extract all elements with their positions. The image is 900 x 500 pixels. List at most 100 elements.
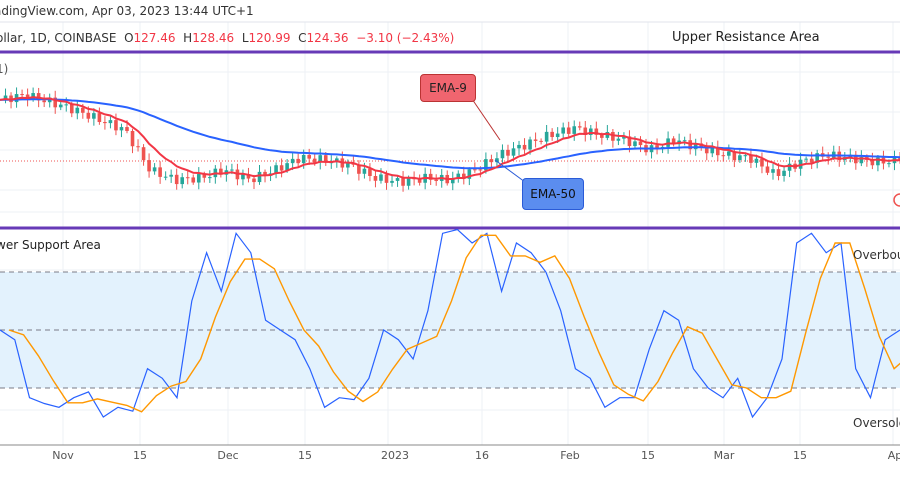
overbought-label: Overbou bbox=[853, 248, 900, 262]
high-value: 128.46 bbox=[192, 31, 235, 45]
candle bbox=[390, 180, 394, 183]
candle bbox=[561, 127, 565, 134]
candle bbox=[434, 179, 438, 181]
candle bbox=[346, 162, 350, 168]
candle bbox=[600, 134, 604, 138]
candle bbox=[119, 127, 124, 131]
candle bbox=[196, 174, 201, 183]
candle bbox=[373, 175, 378, 181]
candle bbox=[97, 113, 102, 123]
ohlc-legend: ollar, 1D, COINBASE O127.46 H128.46 L120… bbox=[0, 31, 454, 45]
candle bbox=[208, 177, 212, 179]
low-label: L bbox=[241, 31, 249, 45]
candle bbox=[738, 155, 742, 161]
candle bbox=[307, 154, 312, 159]
low-value: 120.99 bbox=[248, 31, 291, 45]
candle bbox=[594, 128, 599, 135]
candle bbox=[721, 155, 726, 157]
d-line bbox=[8, 234, 900, 413]
candle bbox=[754, 158, 759, 163]
candle bbox=[809, 158, 814, 163]
candle bbox=[290, 158, 295, 164]
candle bbox=[69, 104, 74, 114]
candle bbox=[279, 165, 284, 171]
open-value: 127.46 bbox=[133, 31, 176, 45]
candle bbox=[605, 132, 610, 138]
candle bbox=[771, 169, 775, 173]
candle bbox=[114, 120, 118, 131]
candle bbox=[616, 138, 621, 141]
candle bbox=[638, 141, 643, 146]
candle bbox=[401, 178, 405, 186]
candle bbox=[732, 151, 737, 161]
candle bbox=[219, 168, 223, 175]
candle bbox=[710, 147, 715, 154]
candle bbox=[671, 138, 676, 145]
candle bbox=[384, 174, 389, 183]
candle bbox=[611, 132, 615, 141]
candle bbox=[202, 174, 207, 178]
candle bbox=[588, 128, 593, 135]
candle bbox=[241, 174, 245, 180]
candle bbox=[395, 178, 400, 181]
candle bbox=[699, 143, 704, 148]
candle bbox=[876, 157, 880, 166]
candle bbox=[92, 113, 96, 119]
candle bbox=[522, 144, 527, 150]
candle bbox=[108, 120, 113, 124]
candle bbox=[478, 169, 483, 171]
candle bbox=[20, 94, 24, 96]
high-label: H bbox=[183, 31, 193, 45]
candle bbox=[130, 130, 135, 147]
candle bbox=[500, 149, 505, 159]
candle bbox=[898, 157, 900, 161]
candle bbox=[633, 141, 637, 147]
x-tick-label: Nov bbox=[52, 449, 74, 462]
candle bbox=[285, 163, 289, 171]
ema50-line bbox=[0, 98, 900, 170]
candle bbox=[81, 107, 85, 113]
ema50-callout: EMA-50 bbox=[522, 178, 584, 210]
candle bbox=[191, 177, 196, 183]
candle bbox=[357, 164, 361, 174]
candle bbox=[252, 178, 256, 183]
candle bbox=[323, 155, 328, 163]
candle bbox=[428, 173, 433, 180]
candle bbox=[495, 158, 499, 163]
k-line bbox=[0, 228, 900, 419]
close-value: 124.36 bbox=[306, 31, 349, 45]
candle bbox=[787, 163, 792, 171]
oversold-label: Oversold bbox=[853, 416, 900, 430]
candle bbox=[655, 145, 659, 149]
candle bbox=[406, 178, 411, 186]
candle bbox=[312, 158, 317, 163]
candle bbox=[782, 170, 786, 176]
x-tick-label: Dec bbox=[217, 449, 239, 462]
candle bbox=[566, 127, 571, 134]
candle bbox=[174, 174, 179, 185]
ema9-pointer bbox=[469, 95, 501, 141]
candle bbox=[550, 131, 554, 138]
candle bbox=[627, 136, 632, 147]
candle bbox=[362, 168, 367, 174]
indicator-legend: 1) bbox=[0, 62, 9, 76]
candle bbox=[163, 176, 168, 178]
candle bbox=[263, 171, 267, 176]
candle bbox=[456, 173, 461, 179]
candle bbox=[103, 122, 107, 124]
candle bbox=[572, 126, 577, 134]
candle bbox=[296, 158, 300, 164]
x-tick-label: 15 bbox=[133, 449, 147, 462]
candle bbox=[544, 131, 549, 142]
candle bbox=[274, 165, 278, 174]
candle bbox=[859, 157, 864, 164]
x-tick-label: 15 bbox=[793, 449, 807, 462]
candle bbox=[3, 95, 8, 100]
candle bbox=[583, 127, 588, 135]
candle bbox=[158, 167, 162, 177]
candle bbox=[257, 171, 262, 183]
x-tick-label: 2023 bbox=[381, 449, 409, 462]
candle bbox=[511, 148, 516, 156]
candle bbox=[715, 147, 720, 156]
